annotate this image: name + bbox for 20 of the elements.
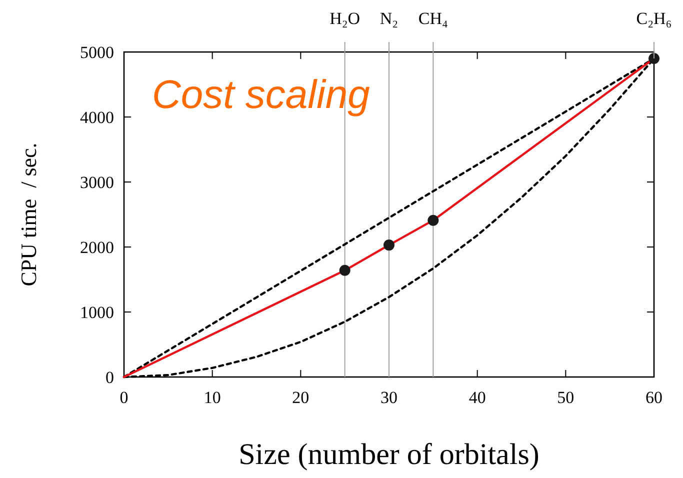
- y-tick-label: 3000: [80, 173, 114, 192]
- y-tick-label: 1000: [80, 303, 114, 322]
- annotation: C₂H₆: [636, 9, 672, 28]
- ref-line-label: N₂: [380, 9, 398, 28]
- x-tick-label: 40: [468, 388, 486, 407]
- x-tick-label: 10: [204, 388, 221, 407]
- y-tick-label: 0: [106, 368, 114, 387]
- ref-line-label: H₂O: [330, 9, 360, 28]
- x-tick-label: 30: [380, 388, 398, 407]
- y-tick-label: 5000: [80, 43, 114, 62]
- ref-line-label: CH₄: [418, 9, 448, 28]
- x-axis-title: Size (number of orbitals): [238, 438, 540, 471]
- x-tick-label: 20: [292, 388, 310, 407]
- x-tick-label: 60: [646, 388, 662, 407]
- annotation: Cost scaling: [152, 73, 370, 117]
- x-tick-label: 50: [557, 388, 574, 407]
- y-tick-label: 4000: [80, 108, 114, 127]
- y-axis-title: CPU time / sec.: [16, 142, 41, 286]
- y-tick-label: 2000: [80, 238, 114, 257]
- x-tick-label: 0: [120, 388, 128, 407]
